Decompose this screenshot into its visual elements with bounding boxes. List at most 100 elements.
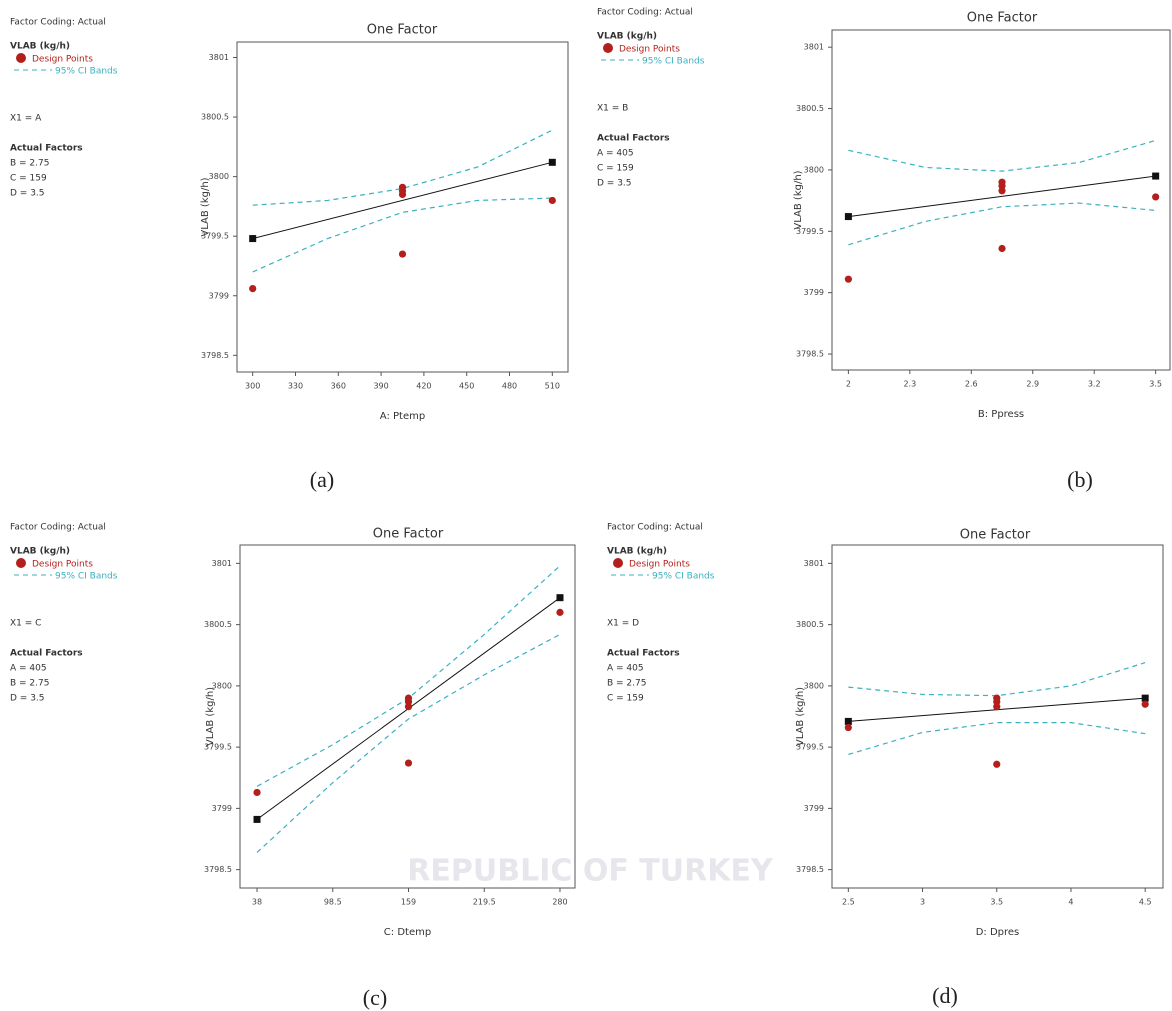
x-tick-label: 2.5 [842, 898, 855, 907]
x-tick-label: 360 [331, 382, 346, 391]
x1-factor: X1 = C [10, 619, 41, 629]
y-tick-label: 3798.5 [201, 351, 229, 360]
actual-factors-title: Actual Factors [607, 649, 680, 659]
plot-frame [831, 29, 1171, 371]
ci-band [848, 139, 1156, 172]
fit-end [556, 594, 564, 602]
y-tick-label: 3800 [212, 681, 232, 690]
x-tick-label: 280 [552, 898, 567, 907]
y-tick-label: 3800 [804, 165, 824, 174]
design-point [1152, 193, 1160, 201]
y-tick-label: 3801 [212, 559, 232, 568]
y-tick-label: 3800 [209, 172, 229, 181]
actual-factor: D = 3.5 [10, 189, 45, 199]
y-tick-label: 3801 [209, 53, 229, 62]
fit-end [1141, 694, 1149, 702]
y-axis-label: VLAB (kg/h) [205, 687, 216, 746]
y-tick-label: 3801 [804, 559, 824, 568]
fit-line [848, 175, 1156, 218]
design-point [548, 196, 556, 205]
plot-frame [236, 41, 569, 373]
design-point [253, 788, 261, 797]
x-axis-label: D: Dpres [976, 927, 1020, 938]
actual-factors-title: Actual Factors [597, 134, 670, 144]
actual-factor: A = 405 [10, 664, 47, 674]
y-axis-label: VLAB (kg/h) [793, 170, 804, 229]
actual-factor: B = 2.75 [10, 679, 49, 689]
actual-factor: C = 159 [607, 694, 644, 704]
y-tick-label: 3798.5 [796, 350, 824, 359]
x-tick-label: 450 [459, 382, 474, 391]
x-tick-label: 2.3 [903, 380, 916, 389]
y-tick-label: 3800.5 [204, 620, 232, 629]
legend-marker [603, 43, 613, 53]
x-tick-label: 3.5 [1149, 380, 1162, 389]
plot-frame [831, 544, 1164, 889]
chart-title: One Factor [960, 528, 1031, 543]
x-tick-label: 390 [373, 382, 388, 391]
y-tick-label: 3799 [209, 291, 229, 300]
plot-frame [239, 544, 576, 889]
factor-coding: Factor Coding: Actual [607, 523, 703, 533]
y-axis-label: VLAB (kg/h) [795, 687, 806, 746]
y-tick-label: 3798.5 [796, 865, 824, 874]
x-tick-label: 98.5 [324, 898, 342, 907]
fit-end [253, 815, 261, 823]
legend-entry: 95% CI Bands [652, 572, 715, 582]
legend-marker [613, 558, 623, 568]
x-tick-label: 2 [846, 380, 851, 389]
legend-entry: Design Points [32, 560, 93, 570]
y-tick-label: 3799.5 [204, 743, 232, 752]
actual-factor: A = 405 [607, 664, 644, 674]
x-axis-label: A: Ptemp [380, 411, 425, 422]
x1-factor: X1 = D [607, 619, 639, 629]
legend-marker [16, 558, 26, 568]
design-point [398, 250, 407, 258]
legend-entry: 95% CI Bands [55, 572, 118, 582]
panel-label: (a) [310, 467, 334, 492]
design-point [993, 760, 1001, 768]
actual-factor: D = 3.5 [597, 179, 632, 189]
response-name: VLAB (kg/h) [10, 42, 70, 52]
legend-entry: 95% CI Bands [55, 67, 118, 77]
x-tick-label: 420 [416, 382, 431, 391]
design-point [993, 703, 1001, 711]
legend-entry: 95% CI Bands [642, 57, 705, 67]
ci-band [256, 633, 561, 853]
panel-label: (c) [363, 985, 387, 1010]
x-tick-label: 3.5 [990, 898, 1003, 907]
legend-marker [16, 53, 26, 63]
x-tick-label: 2.6 [965, 380, 978, 389]
x-tick-label: 219.5 [473, 898, 496, 907]
factor-coding: Factor Coding: Actual [10, 18, 106, 28]
actual-factor: A = 405 [597, 149, 634, 159]
chart-title: One Factor [967, 11, 1038, 26]
y-tick-label: 3799 [212, 804, 232, 813]
response-name: VLAB (kg/h) [10, 547, 70, 557]
fit-line [252, 161, 553, 240]
fit-end [844, 717, 852, 725]
actual-factor: D = 3.5 [10, 694, 45, 704]
x-tick-label: 3 [920, 898, 925, 907]
legend-entry: Design Points [619, 45, 680, 55]
design-point [844, 723, 852, 732]
x1-factor: X1 = B [597, 104, 628, 114]
design-point [556, 608, 564, 616]
x-tick-label: 2.9 [1026, 380, 1039, 389]
legend-entry: Design Points [629, 560, 690, 570]
design-point [404, 759, 413, 767]
actual-factors-title: Actual Factors [10, 649, 83, 659]
x-tick-label: 38 [252, 898, 262, 907]
design-point [404, 703, 413, 711]
ci-band [848, 202, 1156, 246]
y-tick-label: 3799 [804, 804, 824, 813]
y-tick-label: 3800 [804, 681, 824, 690]
ci-band [252, 129, 553, 206]
actual-factors-title: Actual Factors [10, 144, 83, 154]
panel-label: (d) [932, 983, 958, 1008]
fit-end [1152, 172, 1160, 180]
x-tick-label: 3.2 [1088, 380, 1101, 389]
fit-end [249, 235, 257, 243]
response-name: VLAB (kg/h) [597, 32, 657, 42]
